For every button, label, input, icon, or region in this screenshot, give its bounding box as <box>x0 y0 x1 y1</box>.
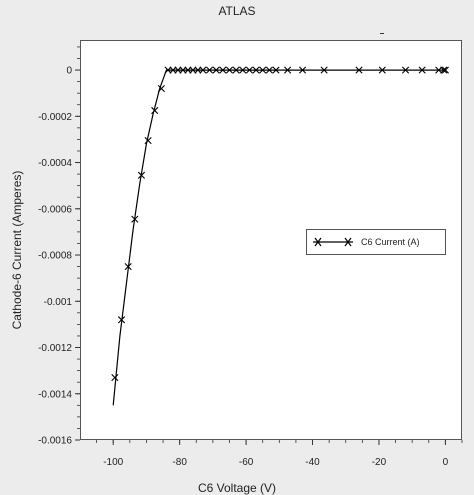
data-point-marker <box>401 66 410 74</box>
data-point-marker <box>157 84 165 93</box>
x-tick-label: 0 <box>443 457 449 468</box>
data-point-marker <box>111 373 119 382</box>
series-layer <box>111 66 449 406</box>
data-point-marker <box>205 66 214 74</box>
data-point-marker <box>144 136 152 145</box>
y-axis: 0 -0.0002 -0.0004 -0.0006 -0.0008 -0.001 -0.00… <box>38 46 80 447</box>
data-point-marker <box>225 66 234 74</box>
data-point-marker <box>219 66 227 74</box>
stray-tick-mark <box>380 33 384 34</box>
x-axis-label: C6 Voltage (V) <box>197 481 277 495</box>
y-tick-label: -0.001 <box>44 297 73 308</box>
x-tick-label: -80 <box>172 457 187 468</box>
data-point-marker <box>272 66 280 74</box>
data-point-marker <box>440 66 448 74</box>
x-tick-label: -20 <box>372 457 387 468</box>
data-point-marker <box>284 66 292 74</box>
x-axis: -100 -80 -60 -40 -20 0 <box>96 440 463 468</box>
y-tick-label: -0.0016 <box>38 436 72 447</box>
y-axis-label: Cathode-6 Current (Amperes) <box>10 170 24 330</box>
x-tick-label: -100 <box>103 457 123 468</box>
data-point-marker <box>259 66 267 74</box>
data-point-marker <box>298 66 307 74</box>
y-tick-label: -0.0004 <box>38 158 72 169</box>
data-point-marker <box>245 66 253 74</box>
y-tick-label: -0.0008 <box>38 251 72 262</box>
data-point-marker <box>418 66 426 74</box>
chart-title: ATLAS <box>218 4 256 18</box>
y-tick-label: -0.0014 <box>38 389 72 400</box>
y-tick-label: -0.0002 <box>38 112 72 123</box>
y-tick-label: 0 <box>66 66 72 77</box>
data-point-marker <box>252 66 260 74</box>
data-point-marker <box>131 215 139 223</box>
data-point-marker <box>137 171 146 179</box>
legend-label: C6 Current (A) <box>361 237 420 247</box>
data-point-marker <box>265 66 273 74</box>
data-point-marker <box>355 66 363 74</box>
y-tick-label: -0.0006 <box>38 204 72 215</box>
data-point-marker <box>151 106 159 115</box>
y-tick-label: -0.0012 <box>38 343 72 354</box>
data-point-marker <box>199 66 207 74</box>
x-tick-label: -60 <box>239 457 254 468</box>
data-point-marker <box>124 263 132 271</box>
legend: C6 Current (A) <box>306 229 446 255</box>
data-point-marker <box>117 316 126 324</box>
data-point-marker <box>239 66 247 74</box>
x-tick-label: -40 <box>305 457 320 468</box>
legend-swatch <box>311 235 355 249</box>
data-point-marker <box>441 66 449 74</box>
data-point-marker <box>212 66 220 74</box>
data-point-marker <box>232 66 240 74</box>
data-point-marker <box>378 66 386 74</box>
data-point-marker <box>320 66 328 74</box>
